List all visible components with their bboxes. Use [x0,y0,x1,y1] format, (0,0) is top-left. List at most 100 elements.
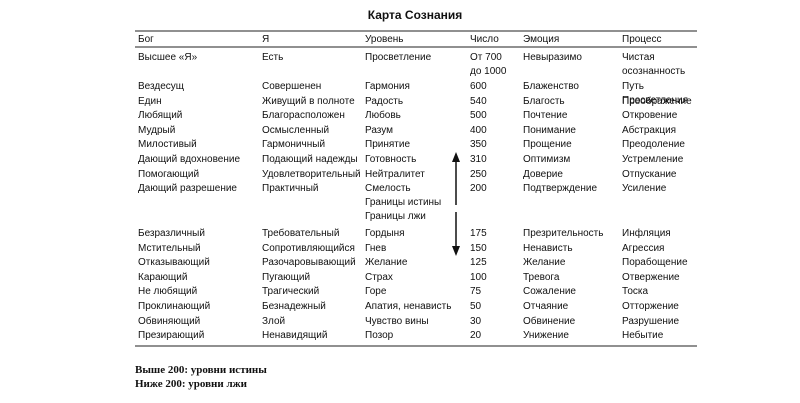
table-cell: 150 [470,242,487,254]
table-cell: Оптимизм [523,154,571,165]
table-cell: 540 [470,95,487,107]
header-cell: Уровень [365,34,404,45]
table-cell: Милостивый [138,139,197,151]
table-cell: Не любящий [138,286,198,298]
table-cell: 200 [470,183,487,195]
table-cell: Небытие [622,330,664,342]
table-cell: Пугающий [262,271,311,283]
table-cell: Любящий [138,110,183,122]
table-cell: Проклинающий [138,301,211,312]
table-cell: Почтение [523,110,568,122]
note: Выше 200: уровни истины [135,364,267,376]
table-cell: Отвержение [622,271,680,283]
table-cell: Совершенен [262,81,322,92]
table-cell: Путь Просветления [622,81,689,106]
table-cell: Безразличный [138,228,205,239]
table-cell: Откровение [622,110,678,122]
down-arrow-head [452,246,460,256]
table-cell: 100 [470,271,487,283]
table-cell: Гармоничный [262,139,326,151]
table-cell: Высшее «Я» [138,52,198,63]
table-cell: Подающий надежды [262,154,358,165]
table-cell: Прощение [523,139,572,151]
table-cell: Чистая осознанность [622,52,686,77]
header-cell: Процесс [622,34,662,45]
table-cell: 310 [470,154,487,165]
table-cell: Апатия, ненависть [365,301,452,312]
table-cell: Разум [365,124,394,136]
table-cell: Преображение [622,95,692,107]
table-cell: Смелость [365,183,411,195]
table-cell: Желание [365,257,408,269]
header-cell: Число [470,34,499,45]
table-cell: Презирающий [138,330,205,342]
table-cell: Практичный [262,183,319,195]
table-cell: Блаженство [523,81,579,92]
table-cell: Благорасположен [262,110,345,122]
table-cell: Мстительный [138,242,201,254]
table-cell: Принятие [365,139,410,151]
table-cell: 75 [470,286,482,298]
table-cell: Отказывающий [138,257,210,269]
table-cell: Тоска [622,286,649,298]
table-cell: Вездесущ [138,81,185,92]
table-cell: Отторжение [622,301,679,312]
boundary-label: Границы лжи [365,211,426,222]
table-cell: Невыразимо [523,52,582,63]
table-cell: 125 [470,257,487,269]
table-cell: Усиление [622,183,667,195]
table-cell: Преодоление [622,139,685,151]
table-cell: Любовь [365,110,401,122]
table-cell: Инфляция [622,228,671,239]
header-cell: Бог [138,34,154,45]
table-cell: Дающий вдохновение [138,154,241,165]
table-cell: 400 [470,124,487,136]
table-cell: Радость [365,95,404,107]
table-cell: Просветление [365,52,432,63]
table-cell: Разрушение [622,315,680,327]
header-cell: Эмоция [523,34,560,45]
table-cell: Желание [523,257,566,269]
table-cell: Агрессия [622,242,665,254]
table-cell: Гнев [365,242,387,254]
table-cell: Разочаровывающий [262,257,356,269]
table-cell: Понимание [523,124,576,136]
table-cell: Горе [365,286,387,298]
table-cell: От 700 до 1000 [470,52,507,77]
table-cell: Осмысленный [262,124,330,136]
table-cell: Гармония [365,81,410,92]
table-cell: Злой [262,315,286,327]
table-cell: 50 [470,301,482,312]
table-cell: Карающий [138,271,188,283]
boundary-label: Границы истины [365,197,442,208]
table-cell: Нейтралитет [365,168,425,180]
table-cell: Порабощение [622,257,688,269]
table-cell: Обвинение [523,315,576,327]
table-cell: Гордыня [365,228,405,239]
table-cell: 350 [470,139,487,151]
table-cell: Готовность [365,154,417,165]
title: Карта Сознания [367,8,463,22]
table-cell: Ненависть [523,242,573,254]
table-cell: Мудрый [138,124,176,136]
table-cell: Трагический [262,286,320,298]
table-cell: 30 [470,315,482,327]
table-cell: Есть [262,52,284,63]
table-cell: Требовательный [262,228,340,239]
table-cell: Чувство вины [365,315,429,327]
table-cell: Позор [365,330,394,342]
note: Ниже 200: уровни лжи [135,378,247,390]
table-cell: Тревога [523,271,560,283]
table-cell: Ненавидящий [262,330,328,342]
table-cell: 600 [470,81,487,92]
table-cell: Удовлетворительный [262,168,361,180]
table-cell: 20 [470,330,482,342]
table-cell: Отчаяние [523,301,569,312]
table-cell: Доверие [523,168,563,180]
table-cell: Дающий разрешение [138,183,237,195]
table-cell: Един [138,95,162,107]
table-cell: Сожаление [523,286,576,298]
table-cell: Унижение [523,330,569,342]
